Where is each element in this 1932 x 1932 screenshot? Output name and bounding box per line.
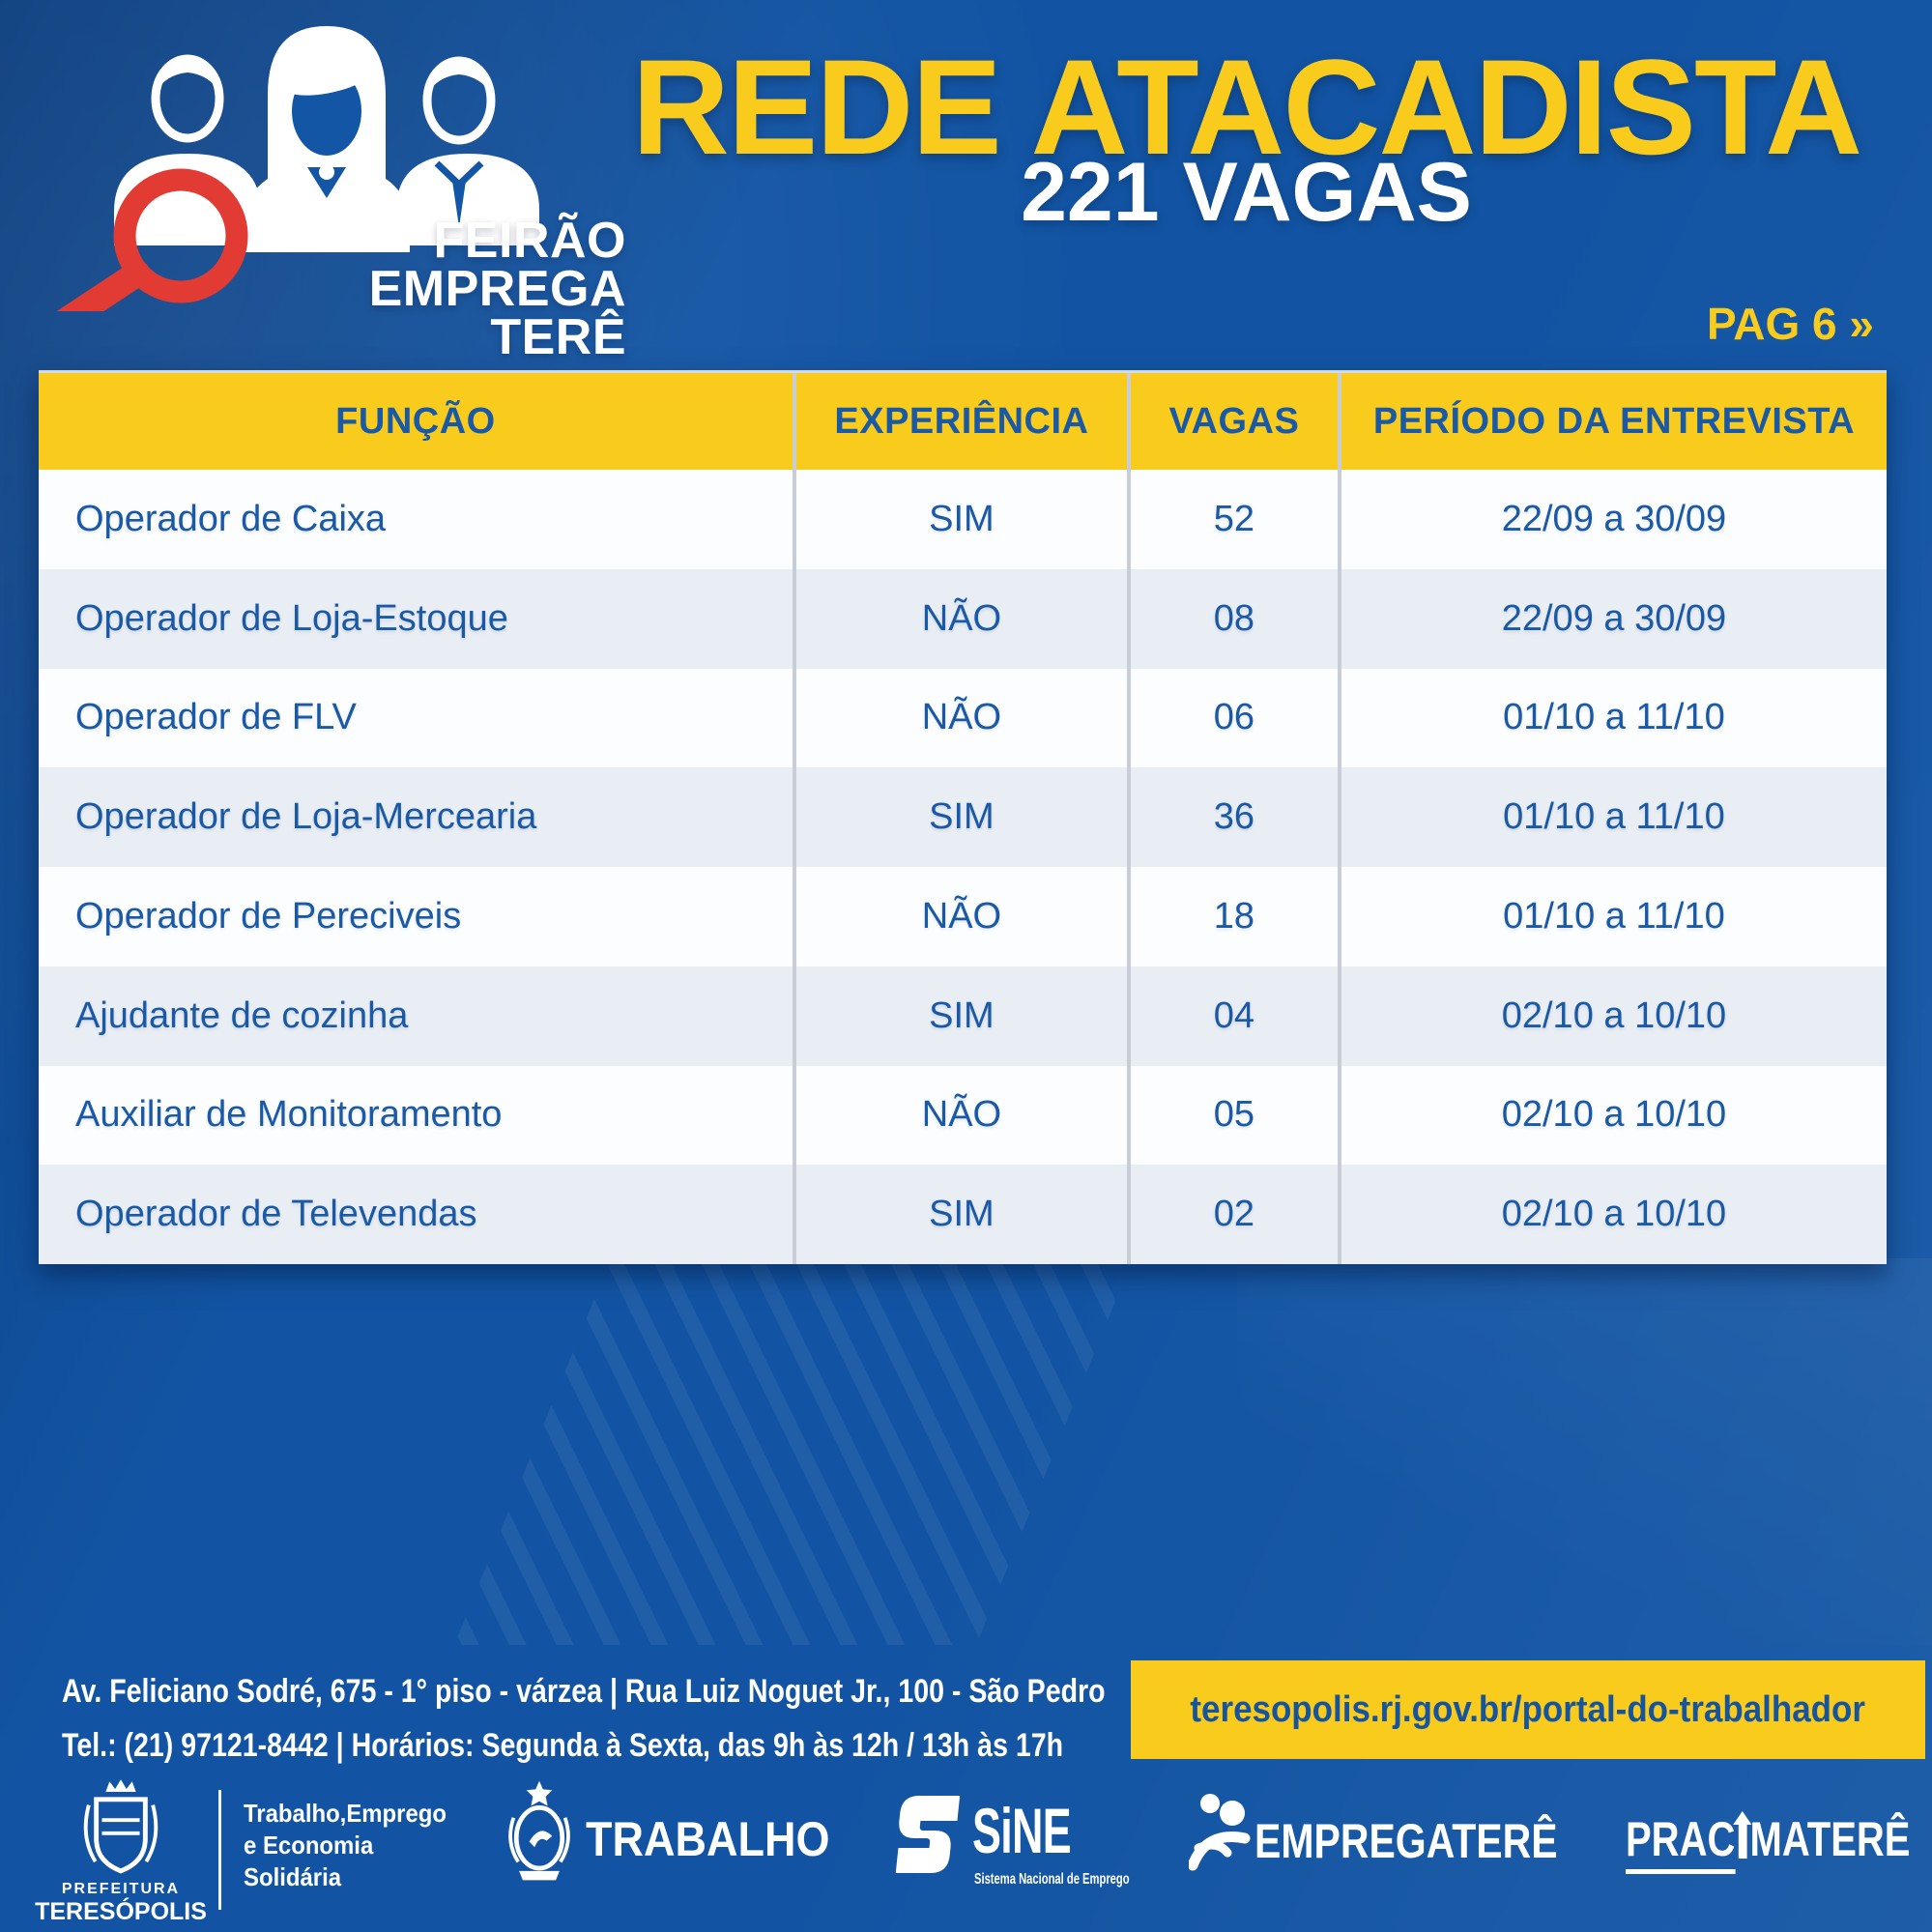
secretaria-label: Trabalho,Emprego e Economia Solidária <box>244 1798 447 1893</box>
cell-vagas: 06 <box>1131 668 1341 768</box>
table-row: Operador de FLV NÃO 06 01/10 a 11/10 <box>39 668 1887 768</box>
cell-periodo: 01/10 a 11/10 <box>1503 697 1725 738</box>
cell-experiencia: NÃO <box>796 1065 1131 1166</box>
cell-experiencia: NÃO <box>796 668 1131 768</box>
empregatere-label: EMPREGATERÊ <box>1254 1814 1558 1868</box>
table-row: Operador de Caixa SIM 52 22/09 a 30/09 <box>39 470 1887 569</box>
logo-line2: EMPREGA TERÊ <box>368 261 626 365</box>
people-search-icon <box>56 26 539 311</box>
cell-experiencia: NÃO <box>796 867 1131 966</box>
prefeitura-wordmark: PREFEITURA TERESÓPOLIS <box>35 1881 207 1926</box>
prefeitura-small-label: PREFEITURA <box>61 1881 181 1897</box>
cell-vagas: 52 <box>1131 470 1341 569</box>
cell-funcao: Operador de Loja-Estoque <box>39 568 796 669</box>
trabalho-label: TRABALHO <box>586 1812 830 1866</box>
cell-experiencia: SIM <box>796 470 1131 569</box>
cell-experiencia: SIM <box>796 767 1131 867</box>
table-row: Operador de Loja-Estoque NÃO 08 22/09 a … <box>39 568 1887 669</box>
table-row: Ajudante de cozinha SIM 04 02/10 a 10/10 <box>39 966 1887 1066</box>
cell-vagas: 36 <box>1131 767 1341 867</box>
teresopolis-crest-icon <box>83 1779 159 1874</box>
cell-periodo: 02/10 a 10/10 <box>1501 1094 1727 1136</box>
logo-line1: FEIRÃO <box>433 213 626 269</box>
cell-experiencia: SIM <box>796 966 1131 1066</box>
cell-periodo: 22/09 a 30/09 <box>1501 498 1727 539</box>
jobs-table: FUNÇÃO EXPERIÊNCIA VAGAS PERÍODO DA ENTR… <box>39 370 1887 1264</box>
secretaria-line1: Trabalho,Emprego <box>244 1799 447 1828</box>
column-header-experiencia: EXPERIÊNCIA <box>796 373 1131 470</box>
prefeitura-big-label: TERESÓPOLIS <box>35 1898 207 1925</box>
cell-funcao: Operador de Caixa <box>39 470 796 569</box>
address-line1: Av. Feliciano Sodré, 675 - 1° piso - vár… <box>62 1673 1106 1710</box>
page-number-label: PAG 6 » <box>1707 299 1874 349</box>
cell-vagas: 02 <box>1131 1165 1341 1264</box>
logo-wordmark: FEIRÃO EMPREGA TERÊ <box>222 213 626 365</box>
vacancies-subtitle: 221 VAGAS <box>1021 146 1472 239</box>
page-title: REDE ATACADISTA <box>631 31 1862 183</box>
cell-experiencia: SIM <box>796 1165 1131 1264</box>
magnifier-icon <box>56 168 248 311</box>
table-row: Operador de Televendas SIM 02 02/10 a 10… <box>39 1165 1887 1264</box>
pracimatere-suffix: MATERÊ <box>1749 1812 1911 1866</box>
pracimatere-prefix: PRAC <box>1626 1812 1736 1874</box>
background-diagonal-stripes <box>454 1258 1133 1645</box>
state-arms-icon <box>508 1780 570 1881</box>
cell-periodo: 22/09 a 30/09 <box>1501 597 1727 639</box>
cell-periodo: 01/10 a 11/10 <box>1503 895 1725 937</box>
cell-vagas: 04 <box>1131 966 1341 1066</box>
column-header-periodo: PERÍODO DA ENTREVISTA <box>1372 400 1856 442</box>
table-header-row: FUNÇÃO EXPERIÊNCIA VAGAS PERÍODO DA ENTR… <box>39 373 1887 470</box>
column-header-vagas: VAGAS <box>1131 373 1341 470</box>
sine-s-icon <box>895 1796 961 1873</box>
pracimatere-wordmark: PRAC MATERÊ <box>1626 1811 1911 1874</box>
table-row: Auxiliar de Monitoramento NÃO 05 02/10 a… <box>39 1065 1887 1166</box>
background-light-wedge <box>1237 1258 1932 1645</box>
address-line2: Tel.: (21) 97121-8442 | Horários: Segund… <box>62 1727 1064 1764</box>
table-row: Operador de Loja-Mercearia SIM 36 01/10 … <box>39 767 1887 867</box>
cell-periodo: 02/10 a 10/10 <box>1501 1194 1727 1235</box>
contact-address: Av. Feliciano Sodré, 675 - 1° piso - vár… <box>62 1664 1106 1773</box>
brandbar-divider <box>218 1790 221 1910</box>
cell-periodo: 01/10 a 11/10 <box>1503 796 1725 838</box>
cell-vagas: 05 <box>1131 1065 1341 1166</box>
cell-experiencia: NÃO <box>796 568 1131 669</box>
cell-funcao: Auxiliar de Monitoramento <box>39 1065 796 1166</box>
sine-label: SiNE <box>972 1795 1072 1866</box>
running-person-icon <box>1189 1794 1251 1871</box>
cell-vagas: 08 <box>1131 568 1341 669</box>
cell-funcao: Ajudante de cozinha <box>39 966 796 1066</box>
cell-periodo: 02/10 a 10/10 <box>1501 995 1727 1036</box>
secretaria-line2: e Economia <box>244 1831 374 1860</box>
up-arrow-icon <box>1732 1811 1752 1859</box>
portal-url-banner: teresopolis.rj.gov.br/portal-do-trabalha… <box>1131 1660 1925 1759</box>
table-row: Operador de Pereciveis NÃO 18 01/10 a 11… <box>39 867 1887 966</box>
column-header-funcao: FUNÇÃO <box>39 373 796 470</box>
portal-url: teresopolis.rj.gov.br/portal-do-trabalha… <box>1190 1688 1866 1730</box>
cell-funcao: Operador de Loja-Mercearia <box>39 767 796 867</box>
cell-vagas: 18 <box>1131 867 1341 966</box>
secretaria-line3: Solidária <box>244 1862 342 1891</box>
cell-funcao: Operador de Televendas <box>39 1165 796 1264</box>
cell-funcao: Operador de FLV <box>39 668 796 768</box>
cell-funcao: Operador de Pereciveis <box>39 867 796 966</box>
sine-sublabel: Sistema Nacional de Emprego <box>974 1871 1130 1888</box>
